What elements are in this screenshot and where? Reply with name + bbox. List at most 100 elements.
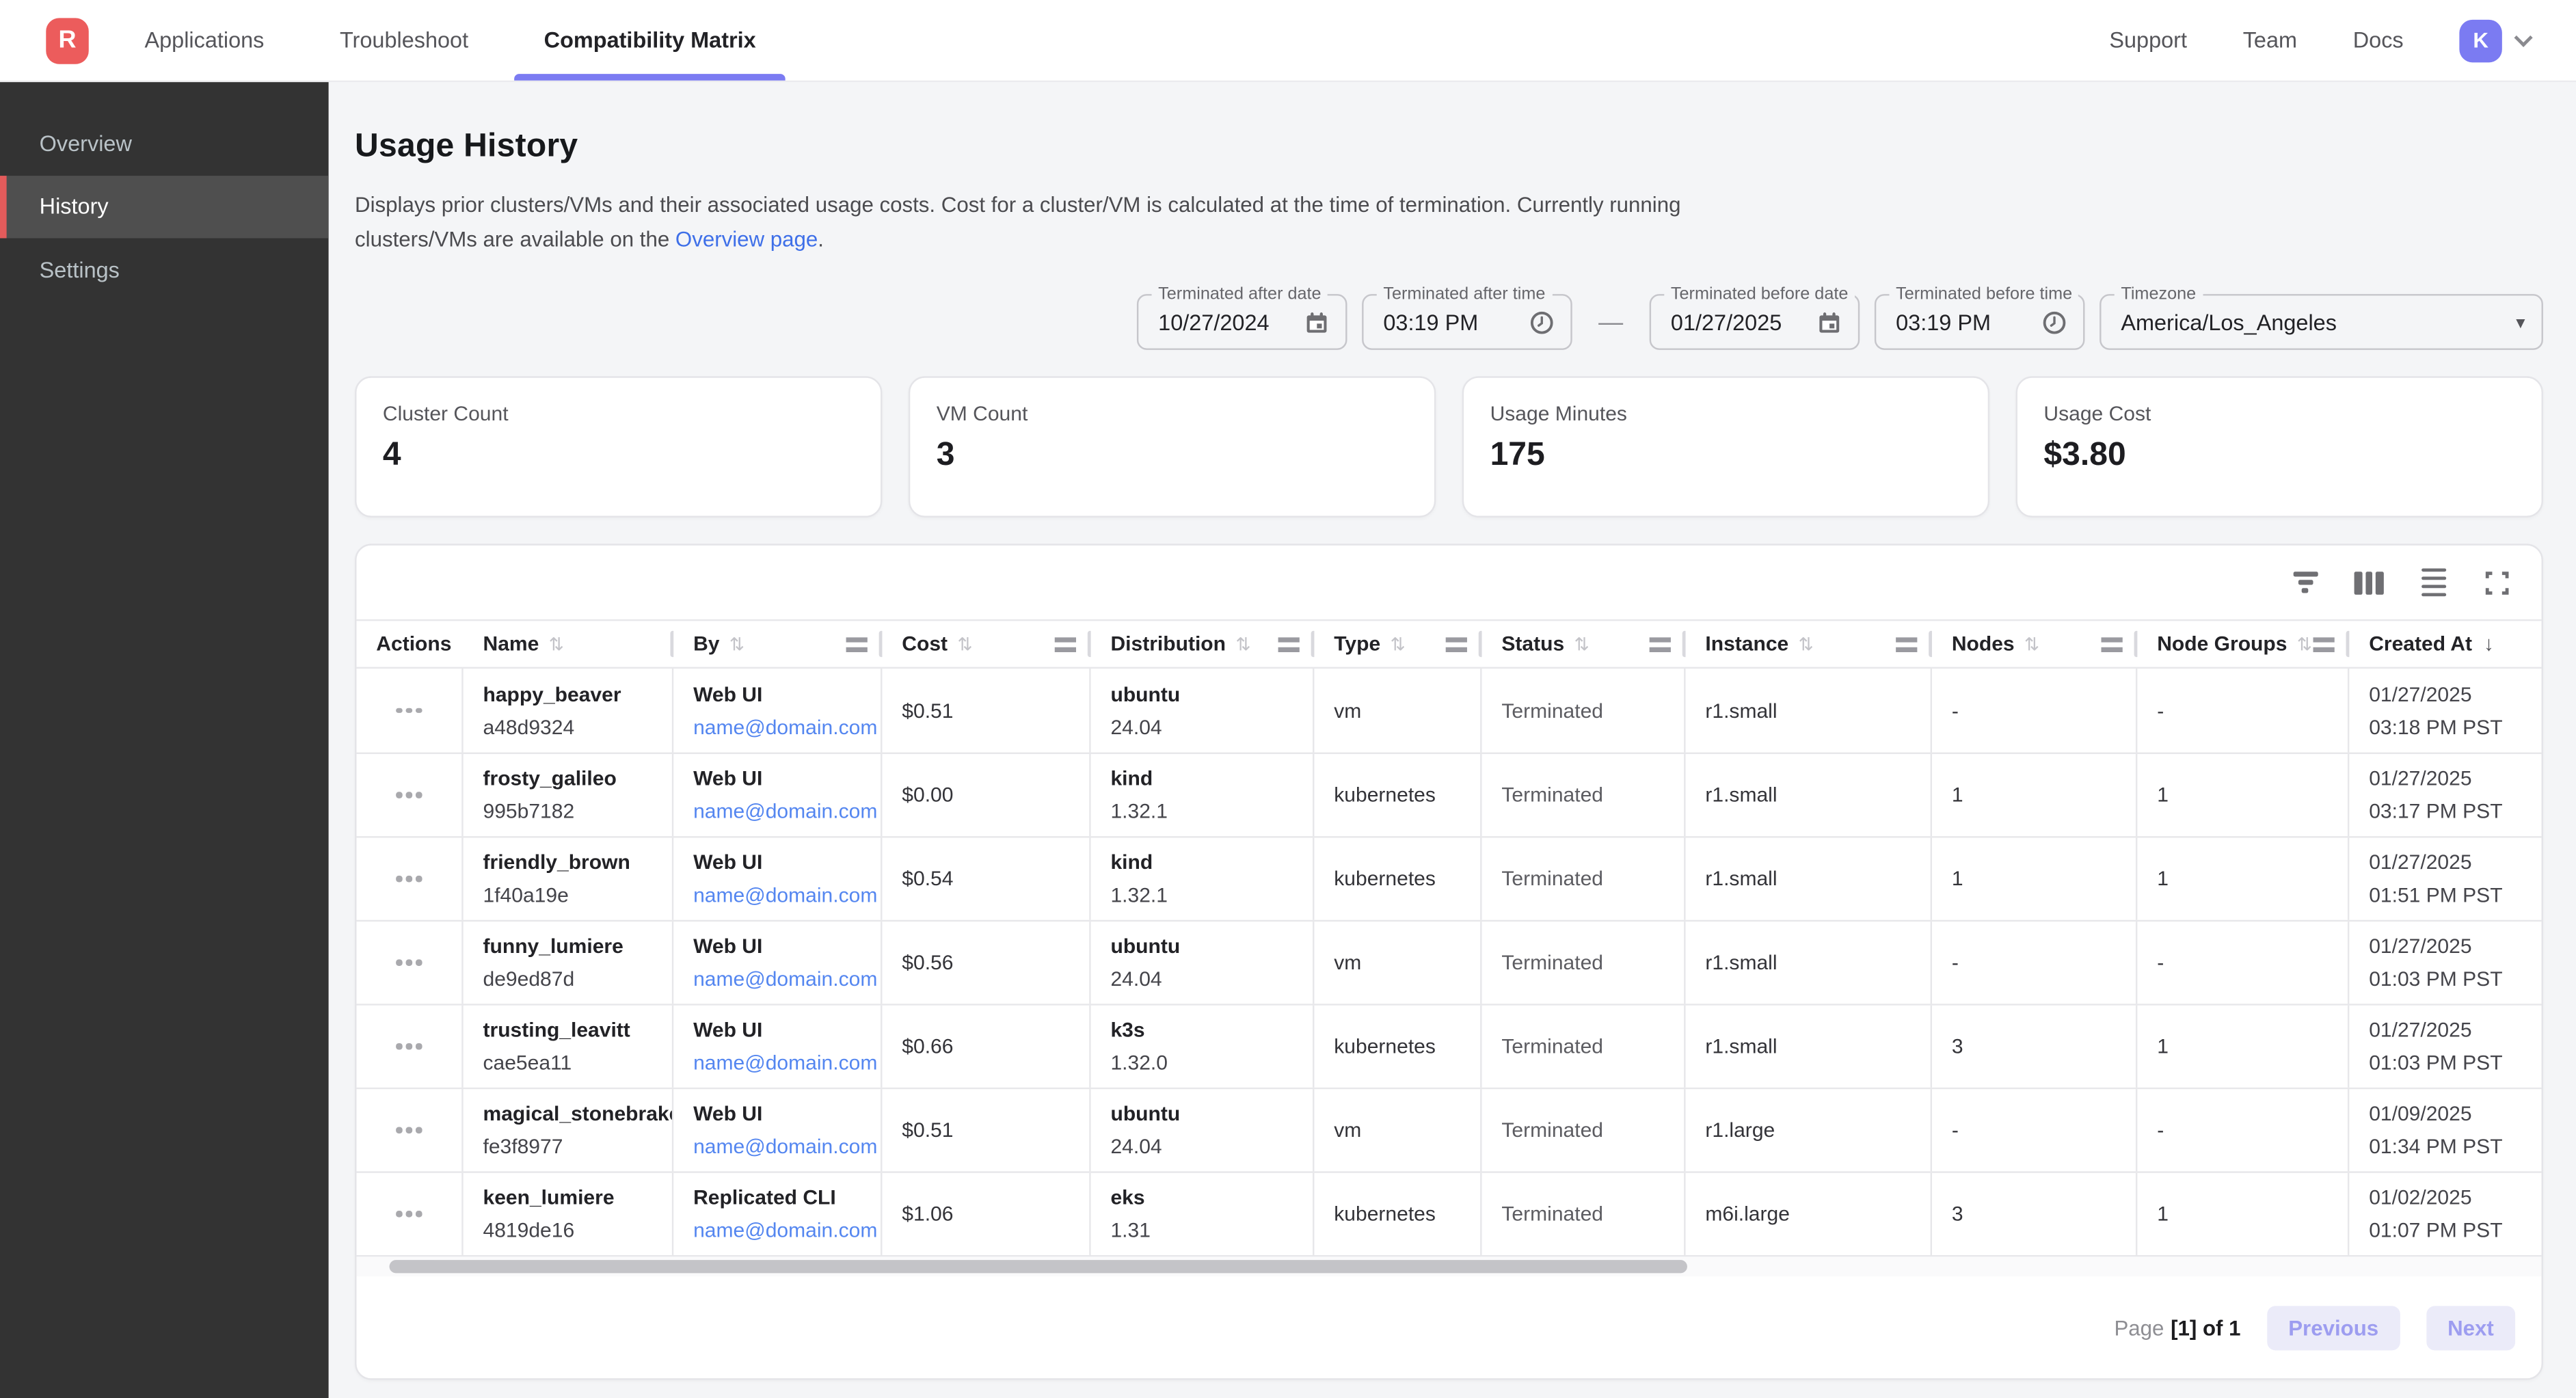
table-row: magical_stonebraker fe3f8977 Web UI name@d… xyxy=(356,1088,2542,1172)
terminated-before-time-field[interactable]: Terminated before time 03:19 PM xyxy=(1874,284,2085,351)
nodes-value: 3 xyxy=(1951,1035,1963,1058)
column-menu-icon[interactable] xyxy=(1054,636,1077,652)
column-menu-icon[interactable] xyxy=(846,636,868,652)
link-team[interactable]: Team xyxy=(2242,27,2298,53)
status-value: Terminated xyxy=(1501,699,1604,723)
column-header-name[interactable]: Name ⇅ xyxy=(464,621,674,667)
replicated-logo-icon[interactable]: R xyxy=(46,17,89,64)
column-menu-icon[interactable] xyxy=(1896,636,1918,652)
row-actions-menu-icon[interactable] xyxy=(390,698,428,723)
created-by-source: Web UI xyxy=(693,1019,763,1042)
column-menu-icon[interactable] xyxy=(2313,636,2335,652)
cluster-id: 995b7182 xyxy=(483,800,575,824)
filter-icon[interactable] xyxy=(2287,565,2323,601)
column-menu-icon[interactable] xyxy=(2101,636,2123,652)
column-header-nodes[interactable]: Nodes ⇅ xyxy=(1932,621,2137,667)
created-at-date: 01/27/2025 xyxy=(2369,682,2472,706)
stat-usage-cost: Usage Cost $3.80 xyxy=(2015,376,2543,518)
tab-applications[interactable]: Applications xyxy=(144,27,265,53)
created-at-time: 03:18 PM PST xyxy=(2369,715,2503,739)
row-actions-menu-icon[interactable] xyxy=(390,1118,428,1143)
calendar-icon[interactable] xyxy=(1817,310,1842,334)
created-by-email-link[interactable]: name@domain.com xyxy=(693,1135,878,1159)
created-at-date: 01/09/2025 xyxy=(2369,1102,2472,1126)
timezone-select[interactable]: Timezone America/Los_Angeles ▾ xyxy=(2099,284,2543,351)
distribution-name: k3s xyxy=(1110,1019,1145,1042)
terminated-after-date-field[interactable]: Terminated after date 10/27/2024 xyxy=(1136,284,1347,351)
sidebar-item-history[interactable]: History xyxy=(0,174,329,239)
nodes-value: - xyxy=(1951,1118,1959,1142)
stat-vm-count: VM Count 3 xyxy=(908,376,1436,518)
tab-compatibility-matrix[interactable]: Compatibility Matrix xyxy=(514,0,786,81)
stat-value: $3.80 xyxy=(2043,437,2126,474)
column-header-by[interactable]: By ⇅ xyxy=(673,621,882,667)
column-header-created-at[interactable]: Created At ↓ xyxy=(2369,632,2494,656)
column-header-node-groups[interactable]: Node Groups ⇅ xyxy=(2137,621,2349,667)
stat-cluster-count: Cluster Count 4 xyxy=(355,376,883,518)
created-by-email-link[interactable]: name@domain.com xyxy=(693,800,878,824)
calendar-icon[interactable] xyxy=(1304,310,1329,334)
instance-value: r1.small xyxy=(1705,1035,1777,1058)
stat-label: Usage Minutes xyxy=(1490,402,1627,426)
link-support[interactable]: Support xyxy=(2109,27,2187,53)
cost-value: $0.51 xyxy=(902,699,954,723)
column-menu-icon[interactable] xyxy=(1445,636,1467,652)
field-value: America/Los_Angeles xyxy=(2121,310,2337,335)
columns-icon[interactable] xyxy=(2351,565,2387,601)
main-content: Usage History Displays prior clusters/VM… xyxy=(329,82,2576,1398)
clock-icon[interactable] xyxy=(2042,310,2067,334)
status-value: Terminated xyxy=(1501,1035,1604,1058)
cluster-name: magical_stonebraker xyxy=(483,1102,674,1126)
created-by-email-link[interactable]: name@domain.com xyxy=(693,1219,878,1242)
created-by-email-link[interactable]: name@domain.com xyxy=(693,967,878,991)
created-at-time: 01:03 PM PST xyxy=(2369,967,2503,991)
terminated-after-time-field[interactable]: Terminated after time 03:19 PM xyxy=(1362,284,1572,351)
created-by-source: Web UI xyxy=(693,767,763,791)
row-actions-menu-icon[interactable] xyxy=(390,1201,428,1226)
row-actions-menu-icon[interactable] xyxy=(390,783,428,808)
horizontal-scrollbar[interactable] xyxy=(356,1256,2542,1277)
sidebar-item-settings[interactable]: Settings xyxy=(39,257,120,282)
column-header-instance[interactable]: Instance ⇅ xyxy=(1686,621,1932,667)
cluster-id: 4819de16 xyxy=(483,1219,575,1242)
row-actions-menu-icon[interactable] xyxy=(390,866,428,891)
column-menu-icon[interactable] xyxy=(1278,636,1300,652)
brand[interactable]: R xyxy=(46,0,89,81)
scrollbar-thumb[interactable] xyxy=(389,1260,1687,1274)
column-header-type[interactable]: Type ⇅ xyxy=(1314,621,1481,667)
nodes-value: - xyxy=(1951,951,1959,975)
sidebar-item-overview[interactable]: Overview xyxy=(39,131,132,156)
density-icon[interactable] xyxy=(2415,565,2451,601)
overview-page-link[interactable]: Overview page xyxy=(675,226,818,252)
created-by-email-link[interactable]: name@domain.com xyxy=(693,715,878,739)
fullscreen-icon[interactable] xyxy=(2479,565,2515,601)
stat-value: 4 xyxy=(382,437,401,474)
column-menu-icon[interactable] xyxy=(1649,636,1671,652)
distribution-name: ubuntu xyxy=(1110,1102,1181,1126)
description-line2: clusters/VMs are available on the xyxy=(355,226,675,252)
range-separator: — xyxy=(1598,308,1624,336)
account-menu[interactable]: K xyxy=(2459,18,2533,62)
stat-label: Cluster Count xyxy=(382,402,509,426)
status-value: Terminated xyxy=(1501,1118,1604,1142)
avatar[interactable]: K xyxy=(2459,18,2502,62)
nav-tabs: Applications Troubleshoot Compatibility … xyxy=(138,0,825,81)
clock-icon[interactable] xyxy=(1529,310,1554,334)
column-header-status[interactable]: Status ⇅ xyxy=(1482,621,1686,667)
row-actions-menu-icon[interactable] xyxy=(390,950,428,976)
description-period: . xyxy=(818,226,824,252)
link-docs[interactable]: Docs xyxy=(2352,27,2404,53)
previous-button[interactable]: Previous xyxy=(2266,1305,2400,1350)
column-header-distribution[interactable]: Distribution ⇅ xyxy=(1091,621,1315,667)
sort-desc-icon: ↓ xyxy=(2483,632,2494,656)
created-by-source: Replicated CLI xyxy=(693,1186,836,1209)
next-button[interactable]: Next xyxy=(2426,1305,2516,1350)
type-value: kubernetes xyxy=(1334,783,1436,807)
terminated-before-date-field[interactable]: Terminated before date 01/27/2025 xyxy=(1649,284,1860,351)
created-by-email-link[interactable]: name@domain.com xyxy=(693,884,878,907)
created-by-email-link[interactable]: name@domain.com xyxy=(693,1051,878,1075)
row-actions-menu-icon[interactable] xyxy=(390,1034,428,1059)
column-header-cost[interactable]: Cost ⇅ xyxy=(882,621,1090,667)
cluster-id: fe3f8977 xyxy=(483,1135,563,1159)
tab-troubleshoot[interactable]: Troubleshoot xyxy=(339,27,469,53)
